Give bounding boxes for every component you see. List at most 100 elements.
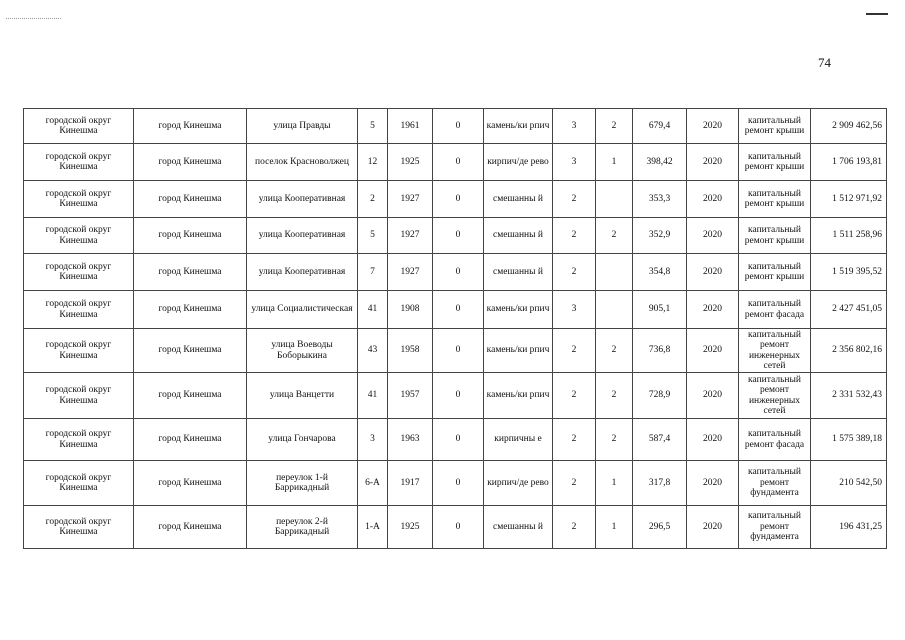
cell-work-type: капитальный ремонт фундамента — [738, 505, 811, 549]
cell-year-built: 1927 — [387, 253, 433, 291]
cell-value-zero: 0 — [432, 505, 484, 549]
table-row: городской округ Кинешма город Кинешма улиц… — [23, 108, 887, 144]
cell-area: 354,8 — [632, 253, 687, 291]
cell-entrances: 1 — [595, 460, 633, 506]
cell-house-number: 7 — [357, 253, 388, 291]
cell-cost: 196 431,25 — [810, 505, 887, 549]
cell-work-type: капитальный ремонт крыши — [738, 143, 811, 181]
cell-value-zero: 0 — [432, 253, 484, 291]
cell-house-number: 43 — [357, 328, 388, 373]
cell-year-built: 1957 — [387, 372, 433, 419]
cell-street: улица Кооперативная — [246, 180, 358, 218]
cell-city: город Кинешма — [133, 108, 247, 144]
cell-work-type: капитальный ремонт фундамента — [738, 460, 811, 506]
cell-district: городской округ Кинешма — [23, 290, 134, 329]
cell-repair-year: 2020 — [686, 418, 739, 461]
cell-street: переулок 1-й Баррикадный — [246, 460, 358, 506]
cell-value-zero: 0 — [432, 290, 484, 329]
cell-cost: 2 356 802,16 — [810, 328, 887, 373]
table-row: городской округ Кинешма город Кинешма улиц… — [23, 328, 887, 373]
cell-work-type: капитальный ремонт фасада — [738, 418, 811, 461]
cell-area: 905,1 — [632, 290, 687, 329]
cell-cost: 1 511 258,96 — [810, 217, 887, 254]
cell-wall-material: смешанны й — [483, 217, 553, 254]
cell-repair-year: 2020 — [686, 217, 739, 254]
cell-entrances — [595, 290, 633, 329]
cell-repair-year: 2020 — [686, 143, 739, 181]
cell-cost: 1 575 389,18 — [810, 418, 887, 461]
cell-entrances — [595, 180, 633, 218]
cell-area: 353,3 — [632, 180, 687, 218]
cell-value-zero: 0 — [432, 143, 484, 181]
cell-district: городской округ Кинешма — [23, 505, 134, 549]
scan-artifact-line — [866, 13, 888, 15]
cell-street: улица Кооперативная — [246, 253, 358, 291]
cell-area: 296,5 — [632, 505, 687, 549]
cell-entrances — [595, 253, 633, 291]
cell-floors: 3 — [552, 108, 596, 144]
cell-work-type: капитальный ремонт крыши — [738, 180, 811, 218]
cell-entrances: 2 — [595, 217, 633, 254]
cell-floors: 2 — [552, 460, 596, 506]
cell-year-built: 1927 — [387, 180, 433, 218]
cell-year-built: 1925 — [387, 143, 433, 181]
cell-house-number: 1-А — [357, 505, 388, 549]
table-row: городской округ Кинешма город Кинешма улиц… — [23, 418, 887, 461]
cell-repair-year: 2020 — [686, 328, 739, 373]
cell-street: улица Гончарова — [246, 418, 358, 461]
cell-entrances: 2 — [595, 108, 633, 144]
cell-work-type: капитальный ремонт инженерных сетей — [738, 372, 811, 419]
cell-work-type: капитальный ремонт крыши — [738, 217, 811, 254]
cell-wall-material: камень/ки рпич — [483, 372, 553, 419]
cell-wall-material: смешанны й — [483, 253, 553, 291]
cell-city: город Кинешма — [133, 460, 247, 506]
cell-value-zero: 0 — [432, 372, 484, 419]
cell-work-type: капитальный ремонт крыши — [738, 108, 811, 144]
table-row: городской округ Кинешма город Кинешма посе… — [23, 143, 887, 181]
page-number: 74 — [818, 55, 831, 70]
cell-year-built: 1925 — [387, 505, 433, 549]
cell-floors: 2 — [552, 180, 596, 218]
cell-year-built: 1927 — [387, 217, 433, 254]
cell-value-zero: 0 — [432, 460, 484, 506]
cell-value-zero: 0 — [432, 217, 484, 254]
cell-repair-year: 2020 — [686, 372, 739, 419]
cell-floors: 2 — [552, 372, 596, 419]
cell-area: 317,8 — [632, 460, 687, 506]
cell-wall-material: кирпич/де рево — [483, 143, 553, 181]
scan-artifact — [6, 18, 61, 20]
table-row: городской округ Кинешма город Кинешма улиц… — [23, 253, 887, 291]
cell-floors: 2 — [552, 328, 596, 373]
cell-city: город Кинешма — [133, 217, 247, 254]
cell-district: городской округ Кинешма — [23, 180, 134, 218]
cell-year-built: 1917 — [387, 460, 433, 506]
cell-value-zero: 0 — [432, 108, 484, 144]
cell-wall-material: кирпич/де рево — [483, 460, 553, 506]
cell-area: 728,9 — [632, 372, 687, 419]
cell-wall-material: камень/ки рпич — [483, 108, 553, 144]
cell-street: улица Правды — [246, 108, 358, 144]
cell-city: город Кинешма — [133, 328, 247, 373]
cell-cost: 2 909 462,56 — [810, 108, 887, 144]
cell-cost: 2 427 451,05 — [810, 290, 887, 329]
cell-street: улица Кооперативная — [246, 217, 358, 254]
cell-work-type: капитальный ремонт инженерных сетей — [738, 328, 811, 373]
cell-repair-year: 2020 — [686, 180, 739, 218]
cell-house-number: 3 — [357, 418, 388, 461]
cell-repair-year: 2020 — [686, 290, 739, 329]
cell-year-built: 1908 — [387, 290, 433, 329]
cell-district: городской округ Кинешма — [23, 372, 134, 419]
table-row: городской округ Кинешма город Кинешма улиц… — [23, 372, 887, 419]
cell-entrances: 2 — [595, 328, 633, 373]
cell-entrances: 1 — [595, 143, 633, 181]
cell-entrances: 2 — [595, 418, 633, 461]
table-row: городской округ Кинешма город Кинешма улиц… — [23, 290, 887, 329]
cell-house-number: 2 — [357, 180, 388, 218]
cell-street: улица Социалистическая — [246, 290, 358, 329]
cell-repair-year: 2020 — [686, 460, 739, 506]
cell-year-built: 1958 — [387, 328, 433, 373]
cell-year-built: 1961 — [387, 108, 433, 144]
cell-district: городской округ Кинешма — [23, 143, 134, 181]
cell-city: город Кинешма — [133, 505, 247, 549]
cell-cost: 1 512 971,92 — [810, 180, 887, 218]
